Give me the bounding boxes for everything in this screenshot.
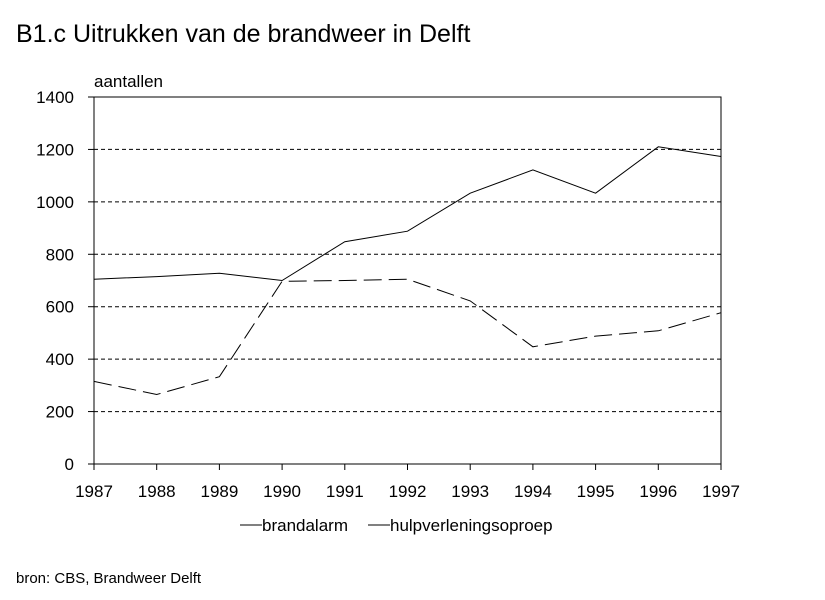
x-tick-label: 1989 [200,482,238,501]
y-tick-label: 400 [46,350,74,369]
x-tick-label: 1993 [451,482,489,501]
gridlines [94,148,721,413]
series-line-hulpverleningsoproep [93,278,722,396]
legend-label-brandalarm: brandalarm [262,516,348,535]
y-tick-label: 600 [46,298,74,317]
x-tick-label: 1988 [138,482,176,501]
legend: brandalarm hulpverleningsoproep [240,516,553,535]
y-tick-label: 0 [65,455,74,474]
y-tick-label: 1200 [36,140,74,159]
y-axis-label: aantallen [94,72,163,91]
y-tick-label: 1400 [36,88,74,107]
x-tick-label: 1987 [75,482,113,501]
y-axis: 0 200 400 600 800 1000 1200 1400 [36,88,94,474]
legend-label-hulpverleningsoproep: hulpverleningsoproep [390,516,553,535]
x-tick-label: 1996 [639,482,677,501]
x-axis: 1987 1988 1989 1990 1991 1992 1993 1994 1995 1996… [75,464,740,501]
series-line-brandalarm [93,146,722,282]
y-tick-label: 800 [46,245,74,264]
y-tick-label: 1000 [36,193,74,212]
x-tick-label: 1992 [389,482,427,501]
x-tick-label: 1991 [326,482,364,501]
plot-area [93,96,722,465]
chart-title: B1.c Uitrukken van de brandweer in Delft [16,20,470,48]
x-tick-label: 1997 [702,482,740,501]
source-note: bron: CBS, Brandweer Delft [16,570,202,587]
x-tick-label: 1994 [514,482,552,501]
x-tick-label: 1995 [577,482,615,501]
y-tick-label: 200 [46,403,74,422]
series-lines [93,146,722,396]
x-tick-label: 1990 [263,482,301,501]
